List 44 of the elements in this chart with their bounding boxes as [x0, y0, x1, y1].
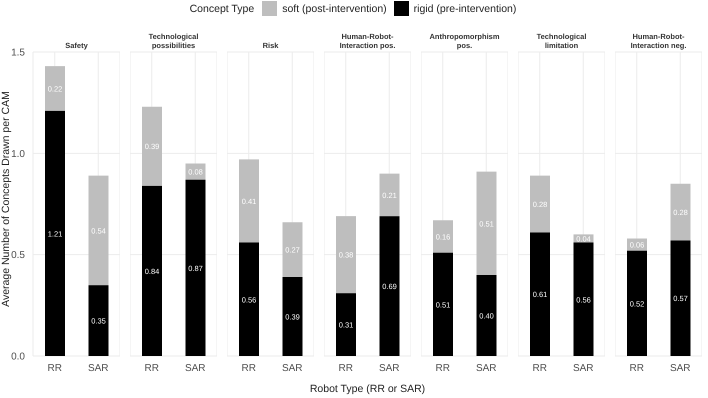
bar [433, 252, 453, 356]
x-tick-label: SAR [184, 363, 206, 374]
bar [45, 110, 65, 356]
legend-label: rigid (pre-intervention) [414, 2, 516, 14]
y-tick-label: 0.0 [11, 352, 26, 363]
bar [670, 240, 690, 356]
y-tick-label: 1.0 [11, 148, 26, 160]
bar [627, 250, 647, 356]
bar [574, 242, 594, 356]
x-tick-label: SAR [378, 363, 400, 374]
legend-label: soft (post-intervention) [282, 2, 387, 14]
bar [45, 66, 65, 111]
bar [88, 285, 108, 356]
x-tick-label: SAR [670, 363, 691, 374]
x-tick-label: RR [48, 363, 62, 374]
x-tick-label: RR [532, 363, 547, 374]
legend-title: Concept Type [190, 2, 254, 14]
bar [186, 180, 206, 356]
x-tick-label: RR [338, 363, 353, 374]
bar [142, 106, 162, 186]
x-tick-label: RR [630, 363, 644, 374]
y-axis-title: Average Number of Concepts Drawn per CAM [0, 90, 12, 309]
bar [530, 176, 550, 232]
bar [239, 159, 259, 243]
bar [670, 184, 690, 240]
bar [282, 276, 302, 356]
bar [239, 242, 259, 356]
bar [530, 232, 550, 356]
bar [433, 220, 453, 253]
bar [282, 222, 302, 277]
bar [476, 172, 496, 275]
x-tick-label: SAR [572, 363, 594, 374]
bar [142, 186, 162, 356]
y-tick-label: 0.5 [11, 250, 26, 262]
x-tick-label: SAR [282, 363, 303, 374]
bar [476, 274, 496, 356]
x-axis-title: Robot Type (RR or SAR) [308, 383, 426, 396]
bar [88, 176, 108, 286]
x-tick-label: RR [144, 363, 159, 374]
x-tick-label: SAR [88, 363, 109, 374]
x-tick-label: RR [242, 363, 256, 374]
x-tick-label: RR [436, 363, 450, 374]
y-tick-label: 1.5 [11, 48, 26, 59]
x-tick-label: SAR [476, 363, 497, 374]
